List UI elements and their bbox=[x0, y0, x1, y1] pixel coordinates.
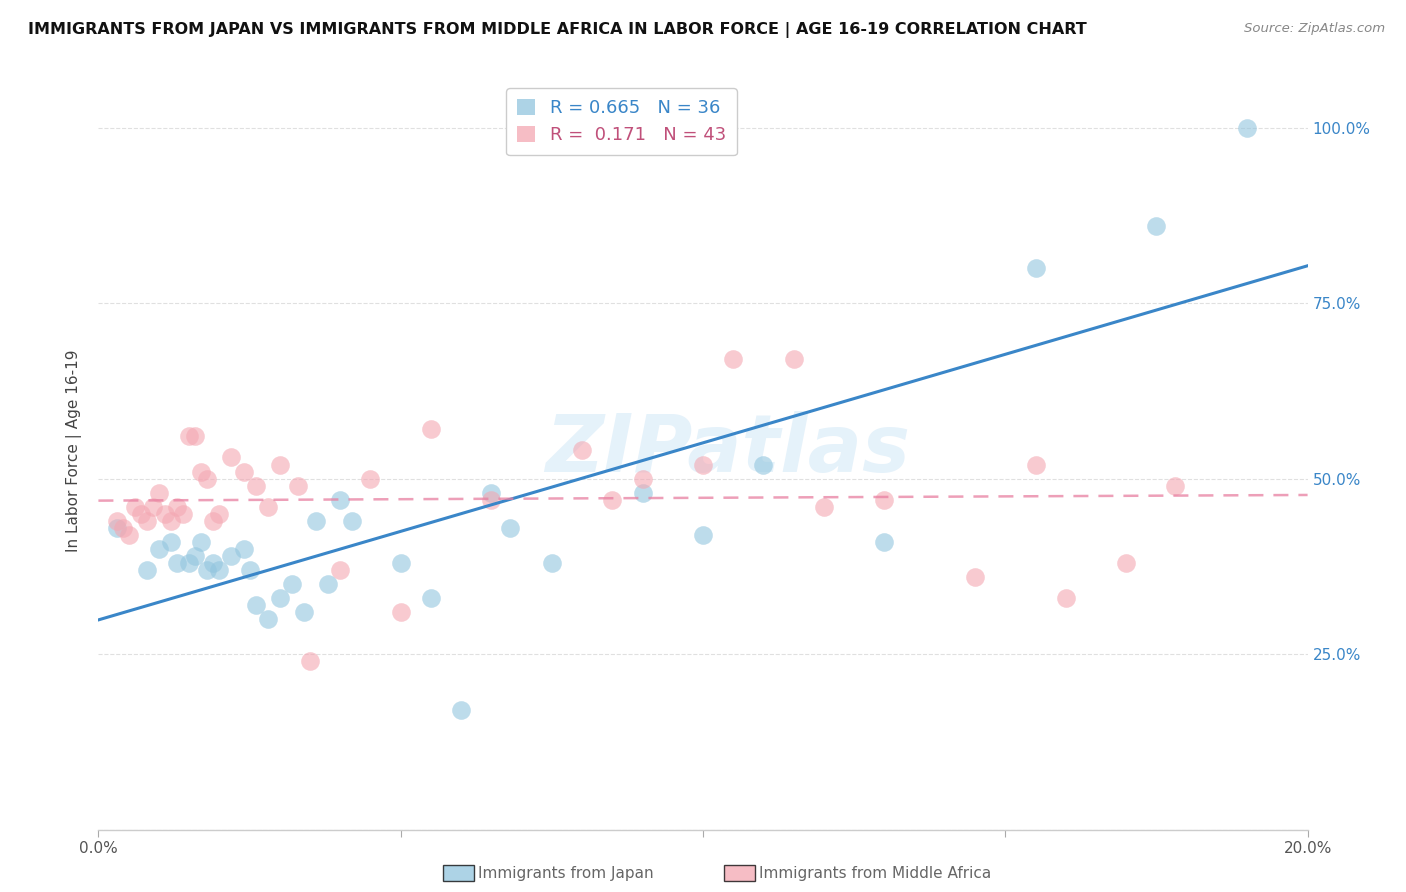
Point bbox=[723, 352, 745, 367]
Point bbox=[316, 577, 339, 591]
Text: Source: ZipAtlas.com: Source: ZipAtlas.com bbox=[1244, 22, 1385, 36]
Point bbox=[148, 485, 170, 500]
Point bbox=[239, 563, 262, 577]
Point bbox=[179, 556, 201, 570]
Point bbox=[420, 591, 443, 605]
Point bbox=[873, 534, 896, 549]
Point bbox=[124, 500, 146, 514]
Point bbox=[631, 471, 654, 485]
Point bbox=[498, 521, 520, 535]
Point bbox=[129, 507, 152, 521]
Point bbox=[287, 478, 309, 492]
Point bbox=[166, 500, 188, 514]
Text: Immigrants from Middle Africa: Immigrants from Middle Africa bbox=[759, 866, 991, 880]
Point bbox=[135, 563, 157, 577]
Point bbox=[329, 563, 352, 577]
Point bbox=[172, 507, 194, 521]
Point bbox=[752, 458, 775, 472]
Point bbox=[245, 598, 267, 612]
Point bbox=[160, 534, 183, 549]
Point bbox=[813, 500, 835, 514]
Point bbox=[965, 570, 987, 584]
Point bbox=[420, 422, 443, 436]
Point bbox=[160, 514, 183, 528]
Point bbox=[184, 549, 207, 563]
Point bbox=[184, 429, 207, 443]
Point bbox=[269, 458, 291, 472]
Point bbox=[256, 612, 278, 626]
Point bbox=[342, 514, 364, 528]
Point bbox=[692, 458, 714, 472]
Point bbox=[208, 507, 231, 521]
Point bbox=[269, 591, 291, 605]
Point bbox=[1144, 219, 1167, 233]
Point bbox=[111, 521, 134, 535]
Point bbox=[190, 465, 212, 479]
Point bbox=[190, 534, 212, 549]
Point bbox=[281, 577, 304, 591]
Point bbox=[148, 541, 170, 556]
Point bbox=[389, 556, 412, 570]
Text: IMMIGRANTS FROM JAPAN VS IMMIGRANTS FROM MIDDLE AFRICA IN LABOR FORCE | AGE 16-1: IMMIGRANTS FROM JAPAN VS IMMIGRANTS FROM… bbox=[28, 22, 1087, 38]
Point bbox=[873, 492, 896, 507]
Point bbox=[135, 514, 157, 528]
Point bbox=[1054, 591, 1077, 605]
Point bbox=[105, 514, 128, 528]
Legend: R = 0.665   N = 36, R =  0.171   N = 43: R = 0.665 N = 36, R = 0.171 N = 43 bbox=[506, 88, 737, 155]
Point bbox=[232, 465, 254, 479]
Point bbox=[305, 514, 328, 528]
Point bbox=[692, 527, 714, 541]
Point bbox=[571, 443, 593, 458]
Point bbox=[245, 478, 267, 492]
Point bbox=[360, 471, 382, 485]
Point bbox=[1024, 260, 1046, 275]
Point bbox=[1024, 458, 1046, 472]
Point bbox=[602, 492, 624, 507]
Point bbox=[118, 527, 141, 541]
Text: ZIPatlas: ZIPatlas bbox=[544, 411, 910, 490]
Point bbox=[105, 521, 128, 535]
Point bbox=[1115, 556, 1137, 570]
Point bbox=[232, 541, 254, 556]
Point bbox=[221, 549, 243, 563]
Point bbox=[299, 654, 322, 668]
Point bbox=[1236, 120, 1258, 135]
Point bbox=[208, 563, 231, 577]
Point bbox=[166, 556, 188, 570]
Point bbox=[195, 471, 218, 485]
Point bbox=[195, 563, 218, 577]
Point bbox=[783, 352, 806, 367]
Point bbox=[292, 605, 315, 619]
Point bbox=[540, 556, 562, 570]
Point bbox=[179, 429, 201, 443]
Point bbox=[1163, 478, 1185, 492]
Point bbox=[202, 556, 225, 570]
Point bbox=[450, 703, 472, 717]
Point bbox=[389, 605, 412, 619]
Point bbox=[142, 500, 165, 514]
Point bbox=[202, 514, 225, 528]
Point bbox=[481, 485, 503, 500]
Text: Immigrants from Japan: Immigrants from Japan bbox=[478, 866, 654, 880]
Point bbox=[481, 492, 503, 507]
Point bbox=[329, 492, 352, 507]
Y-axis label: In Labor Force | Age 16-19: In Labor Force | Age 16-19 bbox=[66, 349, 83, 552]
Point bbox=[256, 500, 278, 514]
Point bbox=[631, 485, 654, 500]
Point bbox=[153, 507, 176, 521]
Point bbox=[221, 450, 243, 465]
